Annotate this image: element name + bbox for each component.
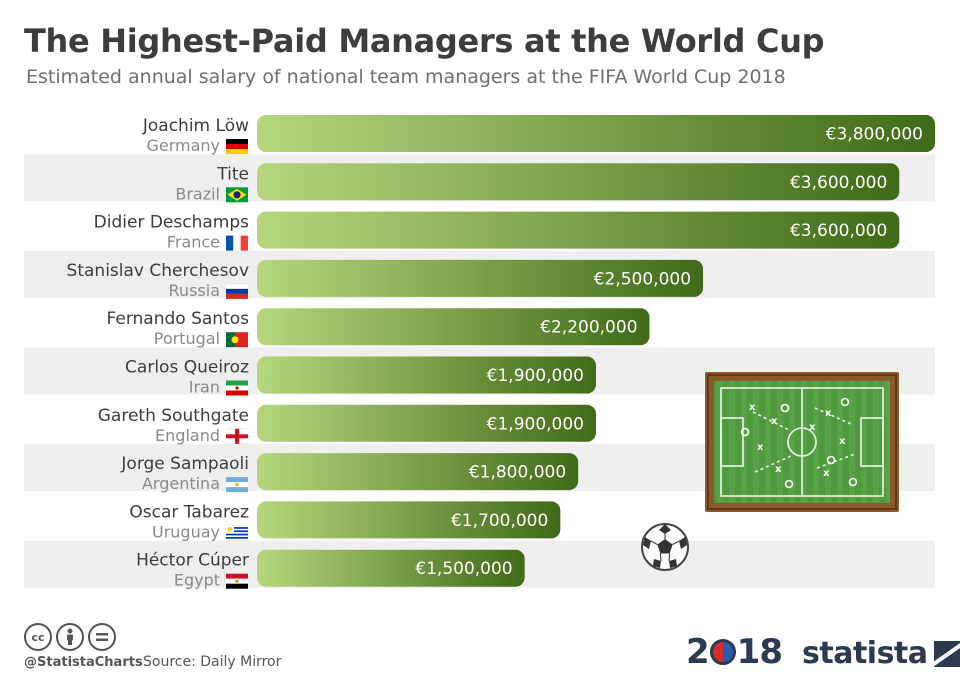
- brazil-flag-icon: [226, 187, 248, 203]
- egypt-flag-icon: [226, 573, 248, 589]
- svg-text:x: x: [749, 402, 756, 413]
- manager-name: Stanislav Cherchesov: [67, 261, 249, 281]
- country-name: Germany: [146, 136, 220, 155]
- svg-text:x: x: [809, 422, 816, 433]
- bar: [257, 211, 900, 249]
- manager-name: Tite: [216, 164, 249, 184]
- chart-title: The Highest-Paid Managers at the World C…: [24, 22, 825, 60]
- tactics-board-icon: xxx xxx xx: [705, 372, 899, 512]
- value-label: €2,500,000: [594, 269, 691, 289]
- country-name: Argentina: [142, 474, 220, 493]
- iran-flag-icon: [226, 380, 248, 396]
- source-note: Source: Daily Mirror: [143, 654, 282, 670]
- value-label: €3,800,000: [826, 125, 923, 145]
- nd-icon: [88, 623, 116, 651]
- manager-name: Didier Deschamps: [94, 213, 249, 233]
- manager-name: Carlos Queiroz: [125, 358, 249, 378]
- svg-text:x: x: [775, 464, 782, 475]
- svg-text:x: x: [839, 436, 846, 447]
- chart-subtitle: Estimated annual salary of national team…: [26, 66, 786, 88]
- argentina-flag-icon: [226, 477, 248, 493]
- value-label: €1,900,000: [487, 414, 584, 434]
- svg-text:x: x: [771, 416, 778, 427]
- manager-name: Joachim Löw: [142, 116, 249, 136]
- statista-logo[interactable]: statista: [802, 636, 960, 671]
- bar: [257, 356, 596, 394]
- world-cup-2018-logo: 2 18: [686, 632, 783, 672]
- license-icons: cc: [24, 623, 116, 651]
- country-name: England: [155, 426, 220, 445]
- bars: €3,800,000 €3,600,000 €3,600,000 €2,500,000…: [257, 115, 935, 587]
- russia-flag-icon: [225, 283, 249, 299]
- manager-name: Gareth Southgate: [98, 406, 249, 426]
- value-label: €2,200,000: [540, 318, 637, 338]
- country-name: France: [167, 233, 220, 252]
- value-label: €1,800,000: [469, 463, 566, 483]
- bar: [257, 453, 579, 491]
- bar: [257, 404, 596, 442]
- country-name: Portugal: [154, 329, 220, 348]
- manager-name: Jorge Sampaoli: [120, 454, 249, 474]
- svg-text:x: x: [825, 408, 832, 419]
- country-name: Russia: [169, 281, 220, 300]
- svg-text:x: x: [757, 442, 764, 453]
- bar: [257, 501, 561, 539]
- bar: [257, 163, 900, 201]
- bar: [257, 115, 935, 152]
- country-name: Egypt: [174, 571, 220, 590]
- cc-icon: cc: [24, 623, 52, 651]
- value-label: €1,700,000: [451, 511, 548, 531]
- france-flag-icon: [226, 235, 248, 251]
- svg-text:x: x: [823, 468, 830, 479]
- value-label: €3,600,000: [790, 221, 887, 241]
- statista-handle[interactable]: @StatistaCharts: [24, 655, 143, 670]
- value-label: €1,500,000: [415, 559, 512, 579]
- germany-flag-icon: [226, 139, 248, 154]
- ball-icon: [709, 639, 736, 665]
- value-label: €3,600,000: [790, 173, 887, 193]
- bar: [257, 308, 650, 346]
- bar-chart: €3,800,000 €3,600,000 €3,600,000 €2,500,000…: [24, 115, 935, 590]
- bar: [257, 259, 704, 297]
- country-name: Iran: [189, 378, 220, 397]
- flags: [225, 139, 249, 589]
- manager-name: Oscar Tabarez: [129, 502, 249, 522]
- by-icon: [56, 623, 84, 651]
- statista-mark-icon: [933, 640, 960, 667]
- portugal-flag-icon: [226, 332, 248, 348]
- manager-name: Héctor Cúper: [136, 551, 249, 571]
- value-label: €1,900,000: [487, 366, 584, 386]
- uruguay-flag-icon: [225, 525, 249, 541]
- bar: [257, 549, 525, 587]
- country-name: Uruguay: [152, 522, 220, 541]
- football-icon: [641, 523, 689, 571]
- country-name: Brazil: [175, 184, 220, 203]
- manager-name: Fernando Santos: [107, 309, 250, 329]
- england-flag-icon: [225, 428, 249, 445]
